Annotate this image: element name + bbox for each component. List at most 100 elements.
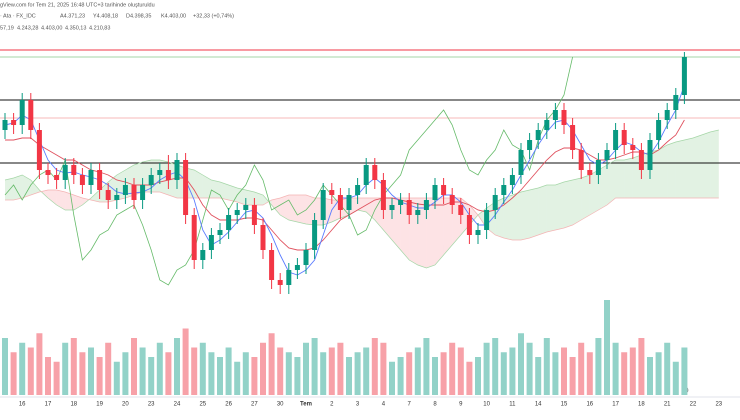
cloud-segment — [22, 175, 31, 198]
volume-bar — [311, 338, 318, 395]
cloud-segment — [443, 198, 453, 255]
candle-body — [380, 180, 386, 210]
x-tick-label: 17 — [612, 402, 619, 408]
candle-body — [269, 250, 275, 280]
candle-body — [200, 250, 206, 260]
candle-body — [303, 250, 309, 265]
candle-body — [389, 205, 395, 210]
candle-body — [97, 170, 103, 190]
quote-value: K4.403,00 — [161, 13, 186, 19]
x-tick-label: 18 — [70, 402, 77, 408]
volume-bar — [113, 361, 120, 395]
candle-body — [475, 230, 481, 235]
candle-body — [88, 170, 94, 185]
cloud-segment — [357, 198, 367, 212]
x-tick-label: 2 — [330, 402, 334, 408]
volume-bar — [629, 347, 636, 395]
volume-bar — [483, 342, 490, 395]
cloud-segment — [5, 178, 14, 200]
volume-bar — [466, 361, 473, 395]
cloud-segment — [589, 170, 599, 215]
volume-bar — [105, 342, 112, 395]
x-tick-label: 22 — [690, 402, 697, 408]
volume-bar — [681, 347, 688, 395]
candle-body — [449, 195, 455, 205]
cloud-segment — [512, 192, 521, 240]
x-tick-label: 19 — [96, 402, 103, 408]
cloud-segment — [48, 190, 57, 205]
x-tick-label: 23 — [148, 402, 155, 408]
cloud-segment — [288, 195, 298, 222]
candle-body — [587, 170, 593, 175]
volume-bar — [518, 333, 524, 395]
volume-bar — [363, 347, 370, 395]
candle-body — [131, 185, 137, 200]
volume-bar — [88, 347, 94, 395]
cloud-segment — [417, 198, 427, 268]
volume-bar — [165, 352, 172, 395]
volume-bar — [242, 352, 249, 395]
volume-bar — [36, 333, 43, 395]
volume-bar — [251, 357, 258, 395]
volume-bar — [475, 357, 481, 395]
indicator-value: 4.403,00 — [41, 25, 62, 31]
span-b-line — [5, 189, 719, 241]
x-tick-label: 10 — [483, 402, 490, 408]
volume-bar — [139, 347, 146, 395]
volume-bar — [492, 338, 499, 395]
x-tick-label: 15 — [561, 402, 568, 408]
candle-body — [595, 160, 601, 175]
candle-body — [294, 265, 300, 270]
candle-body — [79, 175, 85, 185]
indicator-value: 4.210,83 — [89, 25, 110, 31]
volume-bar — [586, 352, 593, 395]
cloud-segment — [658, 145, 668, 198]
candle-body — [122, 185, 128, 195]
volume-bar — [148, 357, 155, 395]
cloud-segment — [529, 188, 539, 238]
volume-bar — [561, 347, 567, 395]
cloud-segment — [555, 182, 564, 230]
volume-bar — [199, 342, 206, 395]
volume-bar — [328, 347, 335, 395]
cloud-segment — [607, 160, 616, 205]
volume-bar — [621, 352, 628, 395]
candle-body — [638, 150, 644, 170]
candle-body — [552, 110, 558, 120]
cloud-segment — [581, 175, 590, 220]
x-tick-label: 21 — [664, 402, 671, 408]
volume-bar — [604, 300, 610, 395]
volume-bar — [371, 338, 378, 395]
cloud-segment — [30, 180, 40, 195]
volume-bar — [53, 361, 60, 395]
x-tick-label: 26 — [225, 402, 232, 408]
candle-body — [36, 130, 42, 170]
candle-body — [11, 120, 17, 125]
candle-body — [19, 100, 25, 125]
volume-bar — [303, 342, 309, 395]
x-tick-label: 20 — [122, 402, 129, 408]
cloud-segment — [503, 195, 513, 240]
cloud-segment — [56, 190, 66, 210]
volume-bar — [2, 338, 8, 395]
candle-body — [277, 280, 283, 285]
candle-body — [484, 210, 490, 230]
candle-body — [656, 120, 662, 140]
cloud-segment — [254, 192, 263, 205]
cloud-segment — [598, 165, 607, 210]
candle-body — [423, 200, 429, 210]
quote-value: A4.371,23 — [60, 13, 85, 19]
x-tick-label: 18 — [638, 402, 645, 408]
candle-body — [183, 160, 189, 215]
candle-body — [561, 110, 567, 125]
volume-bar — [346, 357, 352, 395]
volume-bar — [389, 361, 395, 395]
volume-bar — [500, 352, 507, 395]
candle-body — [54, 175, 60, 180]
volume-bar — [672, 361, 679, 395]
volume-bar — [449, 342, 456, 395]
volume-bar — [27, 347, 34, 395]
candle-body — [664, 110, 670, 120]
candle-body — [191, 215, 197, 260]
volume-bar — [595, 338, 602, 395]
